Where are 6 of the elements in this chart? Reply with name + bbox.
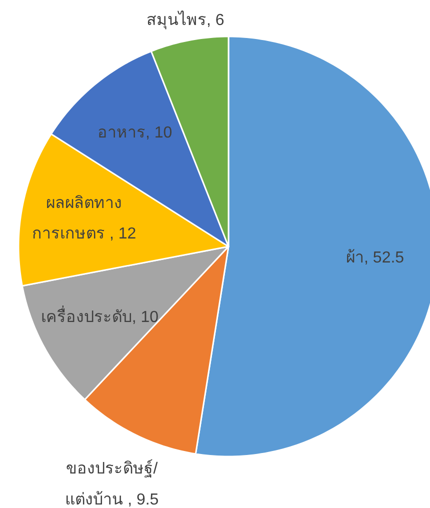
slice-label: เครื่องประดับ, 10: [40, 304, 159, 326]
slice-label: ผลผลิตทาง การเกษตร , 12: [32, 195, 136, 243]
slice-label: สมุนไพร, 6: [146, 10, 224, 30]
slice-label: ของประดิษฐ์/ แต่งบ้าน , 9.5: [65, 458, 159, 508]
slice-label: อาหาร, 10: [97, 124, 172, 142]
slice-label: ผ้า, 52.5: [346, 248, 404, 267]
